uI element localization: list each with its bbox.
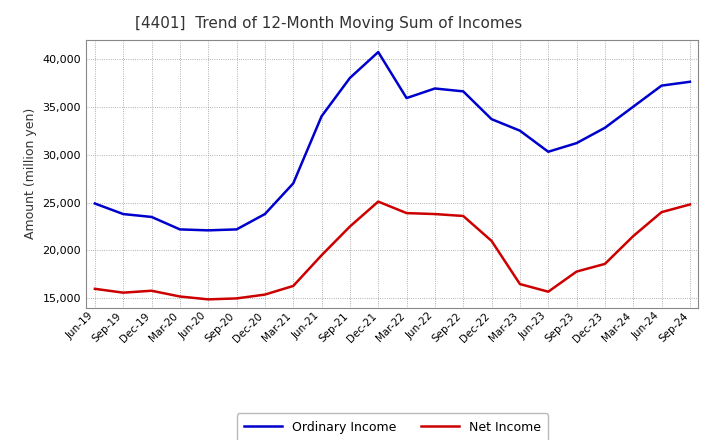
Legend: Ordinary Income, Net Income: Ordinary Income, Net Income xyxy=(237,413,548,440)
Ordinary Income xyxy=(119,211,127,216)
Ordinary Income xyxy=(204,228,212,233)
Net Income xyxy=(289,283,297,289)
Net Income xyxy=(544,289,552,294)
Net Income xyxy=(119,290,127,295)
Net Income xyxy=(176,294,184,299)
Net Income xyxy=(374,199,382,204)
Net Income xyxy=(318,253,326,258)
Net Income xyxy=(487,238,496,244)
Ordinary Income xyxy=(685,79,694,84)
Ordinary Income xyxy=(516,128,524,133)
Ordinary Income xyxy=(148,214,156,220)
Net Income xyxy=(233,296,241,301)
Ordinary Income xyxy=(261,211,269,216)
Net Income xyxy=(629,234,637,239)
Line: Ordinary Income: Ordinary Income xyxy=(95,52,690,231)
Ordinary Income xyxy=(318,114,326,119)
Ordinary Income xyxy=(374,49,382,55)
Net Income xyxy=(346,224,354,229)
Ordinary Income xyxy=(572,140,581,146)
Line: Net Income: Net Income xyxy=(95,202,690,299)
Net Income xyxy=(516,282,524,287)
Ordinary Income xyxy=(289,181,297,186)
Ordinary Income xyxy=(91,201,99,206)
Y-axis label: Amount (million yen): Amount (million yen) xyxy=(24,108,37,239)
Net Income xyxy=(657,209,666,215)
Ordinary Income xyxy=(657,83,666,88)
Net Income xyxy=(261,292,269,297)
Net Income xyxy=(600,261,609,267)
Ordinary Income xyxy=(459,89,467,94)
Ordinary Income xyxy=(544,149,552,154)
Net Income xyxy=(459,213,467,219)
Net Income xyxy=(91,286,99,291)
Net Income xyxy=(431,211,439,216)
Ordinary Income xyxy=(346,75,354,81)
Ordinary Income xyxy=(629,104,637,109)
Ordinary Income xyxy=(431,86,439,91)
Net Income xyxy=(204,297,212,302)
Ordinary Income xyxy=(176,227,184,232)
Net Income xyxy=(402,210,411,216)
Ordinary Income xyxy=(402,95,411,101)
Ordinary Income xyxy=(600,125,609,130)
Net Income xyxy=(685,202,694,207)
Text: [4401]  Trend of 12-Month Moving Sum of Incomes: [4401] Trend of 12-Month Moving Sum of I… xyxy=(135,16,523,32)
Net Income xyxy=(572,269,581,274)
Ordinary Income xyxy=(487,117,496,122)
Ordinary Income xyxy=(233,227,241,232)
Net Income xyxy=(148,288,156,293)
